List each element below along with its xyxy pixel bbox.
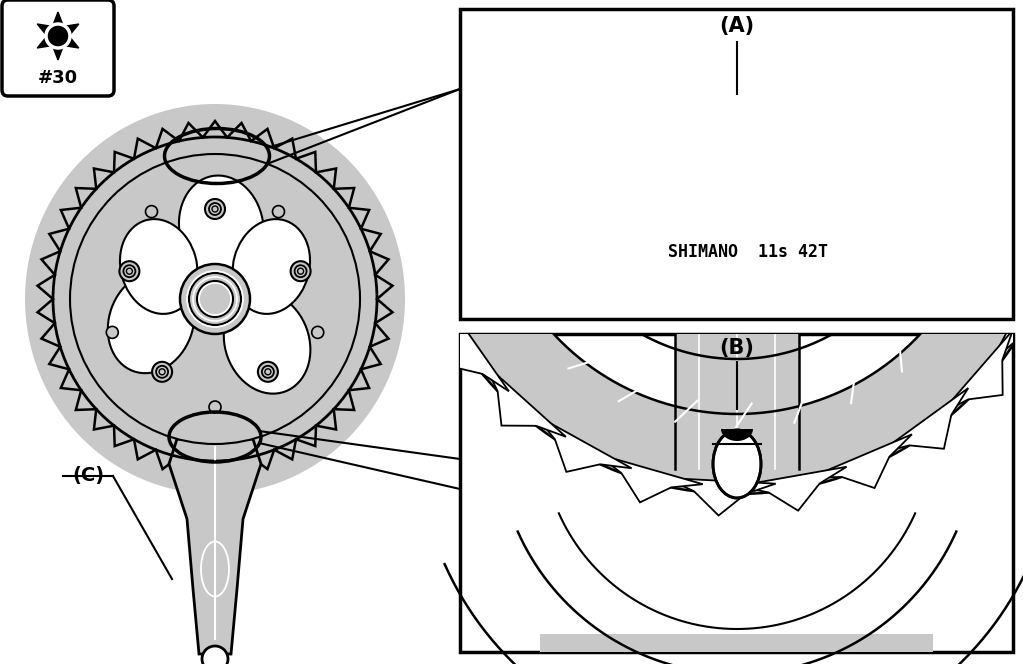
Text: #30: #30 bbox=[38, 69, 78, 87]
Polygon shape bbox=[596, 454, 703, 503]
Polygon shape bbox=[721, 429, 753, 441]
Polygon shape bbox=[484, 363, 566, 437]
Polygon shape bbox=[859, 663, 949, 664]
Bar bbox=[675, 334, 800, 469]
Polygon shape bbox=[879, 388, 968, 453]
Circle shape bbox=[120, 261, 139, 281]
Circle shape bbox=[106, 327, 119, 339]
Circle shape bbox=[145, 206, 158, 218]
Ellipse shape bbox=[197, 281, 233, 317]
Circle shape bbox=[258, 362, 278, 382]
Polygon shape bbox=[447, 551, 504, 642]
Text: SHIMANO  11s 42T: SHIMANO 11s 42T bbox=[668, 243, 828, 261]
Circle shape bbox=[312, 327, 323, 339]
Ellipse shape bbox=[180, 264, 250, 334]
Circle shape bbox=[50, 28, 66, 44]
Polygon shape bbox=[940, 330, 1013, 414]
Polygon shape bbox=[431, 258, 1023, 494]
Ellipse shape bbox=[179, 175, 264, 279]
Circle shape bbox=[272, 206, 284, 218]
Circle shape bbox=[209, 203, 221, 215]
FancyBboxPatch shape bbox=[2, 0, 114, 96]
Circle shape bbox=[298, 268, 304, 274]
Polygon shape bbox=[535, 414, 631, 472]
Circle shape bbox=[124, 265, 135, 277]
Polygon shape bbox=[665, 478, 775, 515]
Circle shape bbox=[202, 646, 228, 664]
Circle shape bbox=[205, 199, 225, 219]
Bar bbox=[540, 634, 933, 652]
Polygon shape bbox=[38, 121, 393, 477]
Circle shape bbox=[212, 206, 218, 212]
Polygon shape bbox=[37, 12, 79, 60]
Polygon shape bbox=[991, 264, 1023, 362]
Polygon shape bbox=[921, 609, 995, 664]
Bar bbox=[460, 9, 1013, 319]
Circle shape bbox=[127, 268, 132, 274]
Ellipse shape bbox=[224, 291, 310, 394]
Circle shape bbox=[160, 369, 165, 374]
Polygon shape bbox=[973, 546, 1023, 638]
Polygon shape bbox=[810, 434, 911, 488]
Text: (B): (B) bbox=[719, 338, 754, 358]
Circle shape bbox=[157, 366, 168, 378]
Ellipse shape bbox=[189, 273, 241, 325]
Ellipse shape bbox=[232, 219, 310, 314]
Circle shape bbox=[295, 265, 307, 277]
Ellipse shape bbox=[25, 104, 405, 494]
Text: (A): (A) bbox=[719, 16, 755, 36]
Text: (C): (C) bbox=[72, 467, 104, 485]
Circle shape bbox=[265, 369, 271, 374]
Circle shape bbox=[291, 261, 311, 281]
Polygon shape bbox=[738, 467, 847, 511]
Polygon shape bbox=[482, 614, 558, 664]
Ellipse shape bbox=[70, 154, 360, 444]
Circle shape bbox=[209, 401, 221, 413]
Polygon shape bbox=[447, 535, 1023, 664]
Circle shape bbox=[262, 366, 274, 378]
Ellipse shape bbox=[713, 430, 761, 498]
Circle shape bbox=[152, 362, 172, 382]
Polygon shape bbox=[445, 301, 508, 391]
Ellipse shape bbox=[120, 219, 197, 314]
Ellipse shape bbox=[107, 272, 194, 373]
Bar bbox=[460, 334, 1013, 652]
Polygon shape bbox=[169, 439, 261, 654]
